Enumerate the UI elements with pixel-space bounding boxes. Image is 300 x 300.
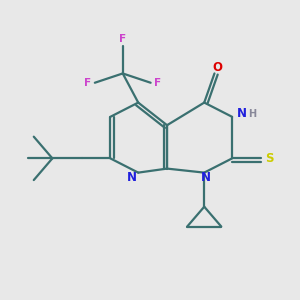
- Text: F: F: [119, 34, 126, 44]
- Text: S: S: [266, 152, 274, 165]
- Text: N: N: [236, 107, 246, 120]
- Text: F: F: [84, 78, 92, 88]
- Text: N: N: [126, 171, 136, 184]
- Text: H: H: [248, 109, 256, 119]
- Text: F: F: [154, 78, 161, 88]
- Text: N: N: [201, 171, 211, 184]
- Text: O: O: [212, 61, 222, 74]
